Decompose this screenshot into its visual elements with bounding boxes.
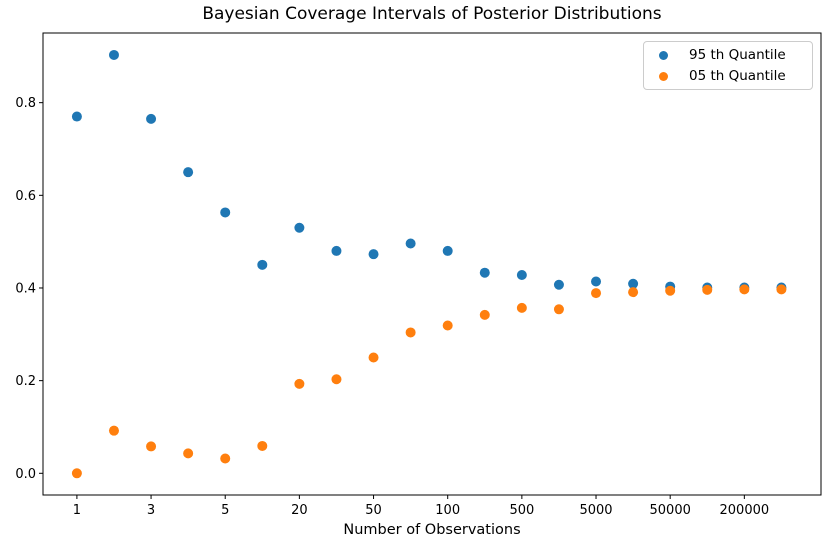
scatter-point-05th-quantile: [405, 327, 416, 338]
y-tick-label: 0.8: [15, 96, 36, 111]
y-tick-label: 0.4: [15, 281, 36, 296]
scatter-point-95th-quantile: [294, 222, 305, 233]
scatter-point-05th-quantile: [739, 284, 750, 295]
x-tick-label: 3: [147, 503, 155, 518]
y-tick-label: 0.6: [15, 189, 36, 204]
x-tick-label: 200000: [720, 503, 770, 518]
x-tick-label: 1: [73, 503, 81, 518]
scatter-point-05th-quantile: [71, 468, 82, 479]
scatter-point-95th-quantile: [220, 207, 231, 218]
axes-frame: [42, 32, 822, 496]
scatter-point-95th-quantile: [183, 167, 194, 178]
y-tick-label: 0.0: [15, 467, 36, 482]
x-tick-label: 5000: [579, 503, 612, 518]
scatter-point-05th-quantile: [553, 304, 564, 315]
scatter-point-95th-quantile: [628, 278, 639, 289]
scatter-point-95th-quantile: [108, 49, 119, 60]
scatter-point-05th-quantile: [368, 352, 379, 363]
scatter-point-05th-quantile: [591, 288, 602, 299]
legend-marker-05th-icon: [659, 71, 668, 81]
scatter-point-95th-quantile: [405, 238, 416, 249]
scatter-point-05th-quantile: [108, 425, 119, 436]
scatter-point-95th-quantile: [146, 113, 157, 124]
scatter-point-05th-quantile: [331, 374, 342, 385]
x-tick-label: 5: [221, 503, 229, 518]
scatter-point-05th-quantile: [628, 287, 639, 298]
scatter-point-95th-quantile: [71, 111, 82, 122]
scatter-point-95th-quantile: [331, 245, 342, 256]
scatter-point-05th-quantile: [776, 284, 787, 295]
scatter-point-95th-quantile: [442, 245, 453, 256]
x-tick-label: 50000: [650, 503, 691, 518]
legend-marker-95th-icon: [659, 50, 668, 60]
y-tick-label: 0.2: [15, 374, 36, 389]
x-tick-label: 50: [365, 503, 382, 518]
scatter-point-05th-quantile: [146, 441, 157, 452]
legend-item-05th-quantile: 05 th Quantile: [644, 68, 812, 84]
scatter-point-05th-quantile: [294, 378, 305, 389]
scatter-point-95th-quantile: [479, 267, 490, 278]
scatter-point-05th-quantile: [702, 284, 713, 295]
scatter-point-95th-quantile: [368, 249, 379, 260]
x-tick-label: 100: [435, 503, 460, 518]
x-tick-label: 500: [509, 503, 534, 518]
scatter-point-95th-quantile: [257, 259, 268, 270]
legend: 95 th Quantile 05 th Quantile: [643, 41, 813, 90]
x-axis-label: Number of Observations: [343, 522, 521, 538]
scatter-point-05th-quantile: [665, 285, 676, 296]
legend-label-05th: 05 th Quantile: [689, 68, 786, 84]
scatter-point-05th-quantile: [516, 302, 527, 313]
scatter-point-05th-quantile: [220, 453, 231, 464]
chart-title: Bayesian Coverage Intervals of Posterior…: [202, 4, 662, 24]
scatter-point-05th-quantile: [183, 448, 194, 459]
scatter-point-95th-quantile: [516, 270, 527, 281]
scatter-point-95th-quantile: [553, 279, 564, 290]
legend-label-95th: 95 th Quantile: [689, 47, 786, 63]
legend-item-95th-quantile: 95 th Quantile: [644, 47, 812, 63]
scatter-point-95th-quantile: [591, 276, 602, 287]
scatter-point-05th-quantile: [257, 440, 268, 451]
scatter-point-05th-quantile: [442, 320, 453, 331]
scatter-point-05th-quantile: [479, 309, 490, 320]
x-tick-label: 20: [291, 503, 308, 518]
